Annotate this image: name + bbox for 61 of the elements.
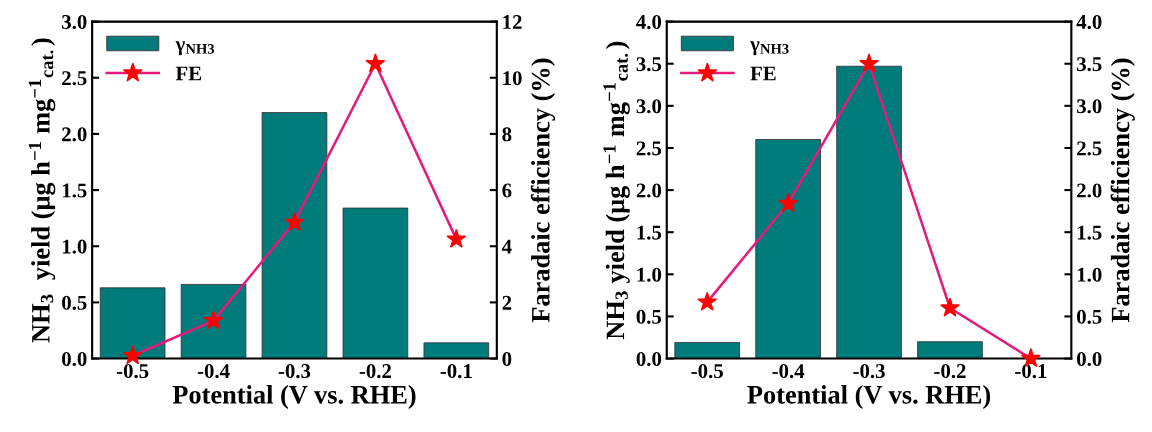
x-tick-label: -0.5 xyxy=(116,364,149,379)
bar xyxy=(917,341,983,359)
y2-tick-label: 1.5 xyxy=(1077,225,1102,240)
x-tick-label: -0.4 xyxy=(197,364,230,379)
y-tick-label: 0.0 xyxy=(62,351,87,367)
y2-axis-title: Faradaic efficiency (%) xyxy=(530,58,556,323)
x-tick-label: -0.3 xyxy=(278,364,311,379)
bar xyxy=(423,342,490,359)
y-tick-label: 2.5 xyxy=(62,71,87,86)
y-tick-label: 0.0 xyxy=(636,351,662,367)
y2-tick-label: 0.0 xyxy=(1077,351,1102,367)
y2-tick-label: 0 xyxy=(502,351,512,366)
y2-tick-label: 3.5 xyxy=(1077,57,1102,72)
bar xyxy=(674,342,740,359)
bar xyxy=(261,112,328,359)
y2-tick-label: 4 xyxy=(501,239,512,254)
x-axis-title: Potential (V vs. RHE) xyxy=(172,385,416,410)
y2-tick-label: 4.0 xyxy=(1076,14,1102,30)
y-axis-title: NH$_{3}$ yield (μg h$^{−1}$ mg$^{−1}$$_{cat.}$) xyxy=(28,38,56,343)
bar xyxy=(180,284,247,359)
y2-tick-label: 6 xyxy=(502,183,512,198)
y-tick-label: 2.0 xyxy=(636,183,662,198)
bar xyxy=(342,207,409,359)
y2-tick-label: 3.0 xyxy=(1077,99,1102,114)
bar xyxy=(836,65,902,359)
legend-label: γ$_{NH3}$ xyxy=(749,41,789,56)
y-tick-label: 1.0 xyxy=(62,239,87,254)
y2-axis-title: Faradaic efficiency (%) xyxy=(1110,58,1135,323)
y-tick-label: 4.0 xyxy=(636,14,662,30)
y-tick-label: 1.5 xyxy=(62,183,87,198)
legend-label: FE xyxy=(750,66,776,81)
bar xyxy=(755,139,821,359)
y2-tick-label: 0.5 xyxy=(1077,309,1102,324)
x-axis-title: Potential (V vs. RHE) xyxy=(747,385,991,410)
legend-label: FE xyxy=(175,66,202,81)
y-tick-label: 0.5 xyxy=(636,309,662,324)
y-tick-label: 3.0 xyxy=(636,99,662,114)
legend-label: γ$_{NH3}$ xyxy=(175,41,215,56)
y-tick-label: 3.5 xyxy=(636,57,662,72)
y-tick-label: 3.0 xyxy=(62,14,87,30)
x-tick-label: -0.4 xyxy=(772,364,805,379)
x-tick-label: -0.2 xyxy=(934,364,966,379)
y2-tick-label: 12 xyxy=(503,15,522,29)
y-tick-label: 1.5 xyxy=(637,225,662,240)
y-axis-title: NH$_{3}$ yield (μg h$^{−1}$ mg$^{−1}$$_{cat.}$) xyxy=(603,41,630,340)
x-tick-label: -0.3 xyxy=(853,364,885,379)
y-tick-label: 0.5 xyxy=(62,295,87,310)
x-tick-label: -0.2 xyxy=(359,364,391,379)
bar xyxy=(99,287,166,359)
y2-tick-label: 8 xyxy=(502,127,512,142)
y-tick-label: 2.0 xyxy=(62,127,87,142)
y2-tick-label: 2.0 xyxy=(1077,183,1102,198)
x-tick-label: -0.1 xyxy=(1015,364,1047,379)
y-tick-label: 1.0 xyxy=(637,267,662,282)
x-tick-label: -0.5 xyxy=(691,364,723,379)
y-tick-label: 2.5 xyxy=(636,141,662,156)
y2-tick-label: 2.5 xyxy=(1077,141,1102,156)
y2-tick-label: 1.0 xyxy=(1077,267,1102,282)
y2-tick-label: 2 xyxy=(502,295,512,310)
y2-tick-label: 10 xyxy=(503,71,522,86)
x-tick-label: -0.1 xyxy=(440,364,472,379)
